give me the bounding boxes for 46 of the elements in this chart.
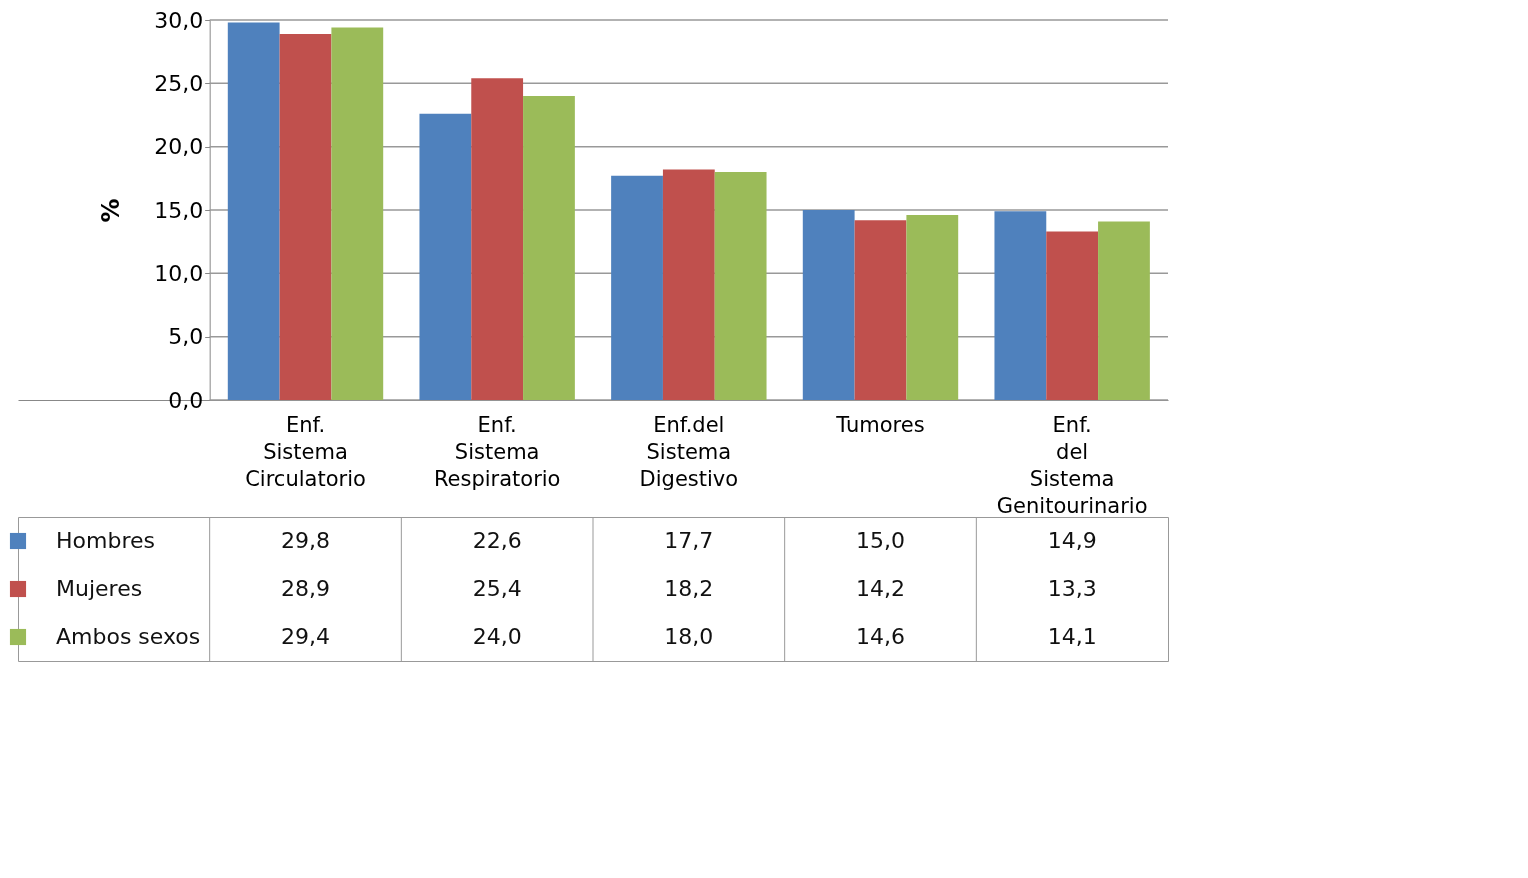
bar [419,113,472,400]
bar [227,22,280,400]
y-axis-title: % [97,198,126,223]
bar [1046,231,1099,400]
data-label: 18,2 [664,576,714,601]
y-tick-label: 5,0 [168,324,204,350]
data-label: 22,6 [472,528,522,553]
bar [471,78,524,400]
data-label: 18,0 [664,624,714,649]
legend-label: Mujeres [56,576,143,601]
bar [662,169,715,400]
data-label: 29,4 [281,624,330,649]
data-label: 14,2 [856,576,905,601]
data-label: 13,3 [1047,576,1097,601]
bar [714,172,767,400]
bar [854,220,907,400]
x-tick-label: Tumores [835,412,925,437]
data-label: 14,6 [856,624,905,649]
data-label: 14,9 [1047,528,1097,553]
bar [611,175,663,400]
data-label: 29,8 [281,528,330,553]
bar [994,211,1047,400]
data-label: 15,0 [856,528,905,553]
legend-label: Hombres [56,528,155,553]
bar [279,33,332,400]
x-tick-label: Enf. Sistema Circulatorio [245,412,366,491]
bar [523,96,575,400]
data-label: 25,4 [472,576,522,601]
legend-label: Ambos sexos [56,624,201,649]
y-tick-label: 30,0 [154,7,204,33]
bar [331,27,384,400]
data-label: 17,7 [664,528,714,553]
bar [802,210,855,400]
x-tick-label: Enf. Sistema Respiratorio [433,412,561,491]
data-label: 28,9 [281,576,330,601]
data-label: 24,0 [472,624,522,649]
x-tick-label: Enf. del Sistema Genitourinario [996,412,1148,518]
data-label: 14,1 [1047,624,1097,649]
y-tick-label: 15,0 [154,197,204,223]
x-tick-label: Enf.del Sistema Digestivo [639,412,739,491]
y-tick-label: 25,0 [154,70,204,96]
y-tick-label: 10,0 [154,260,204,286]
y-tick-label: 20,0 [154,134,204,160]
y-tick-label: 0,0 [168,387,204,413]
bar [1098,221,1150,400]
bar [906,215,959,400]
